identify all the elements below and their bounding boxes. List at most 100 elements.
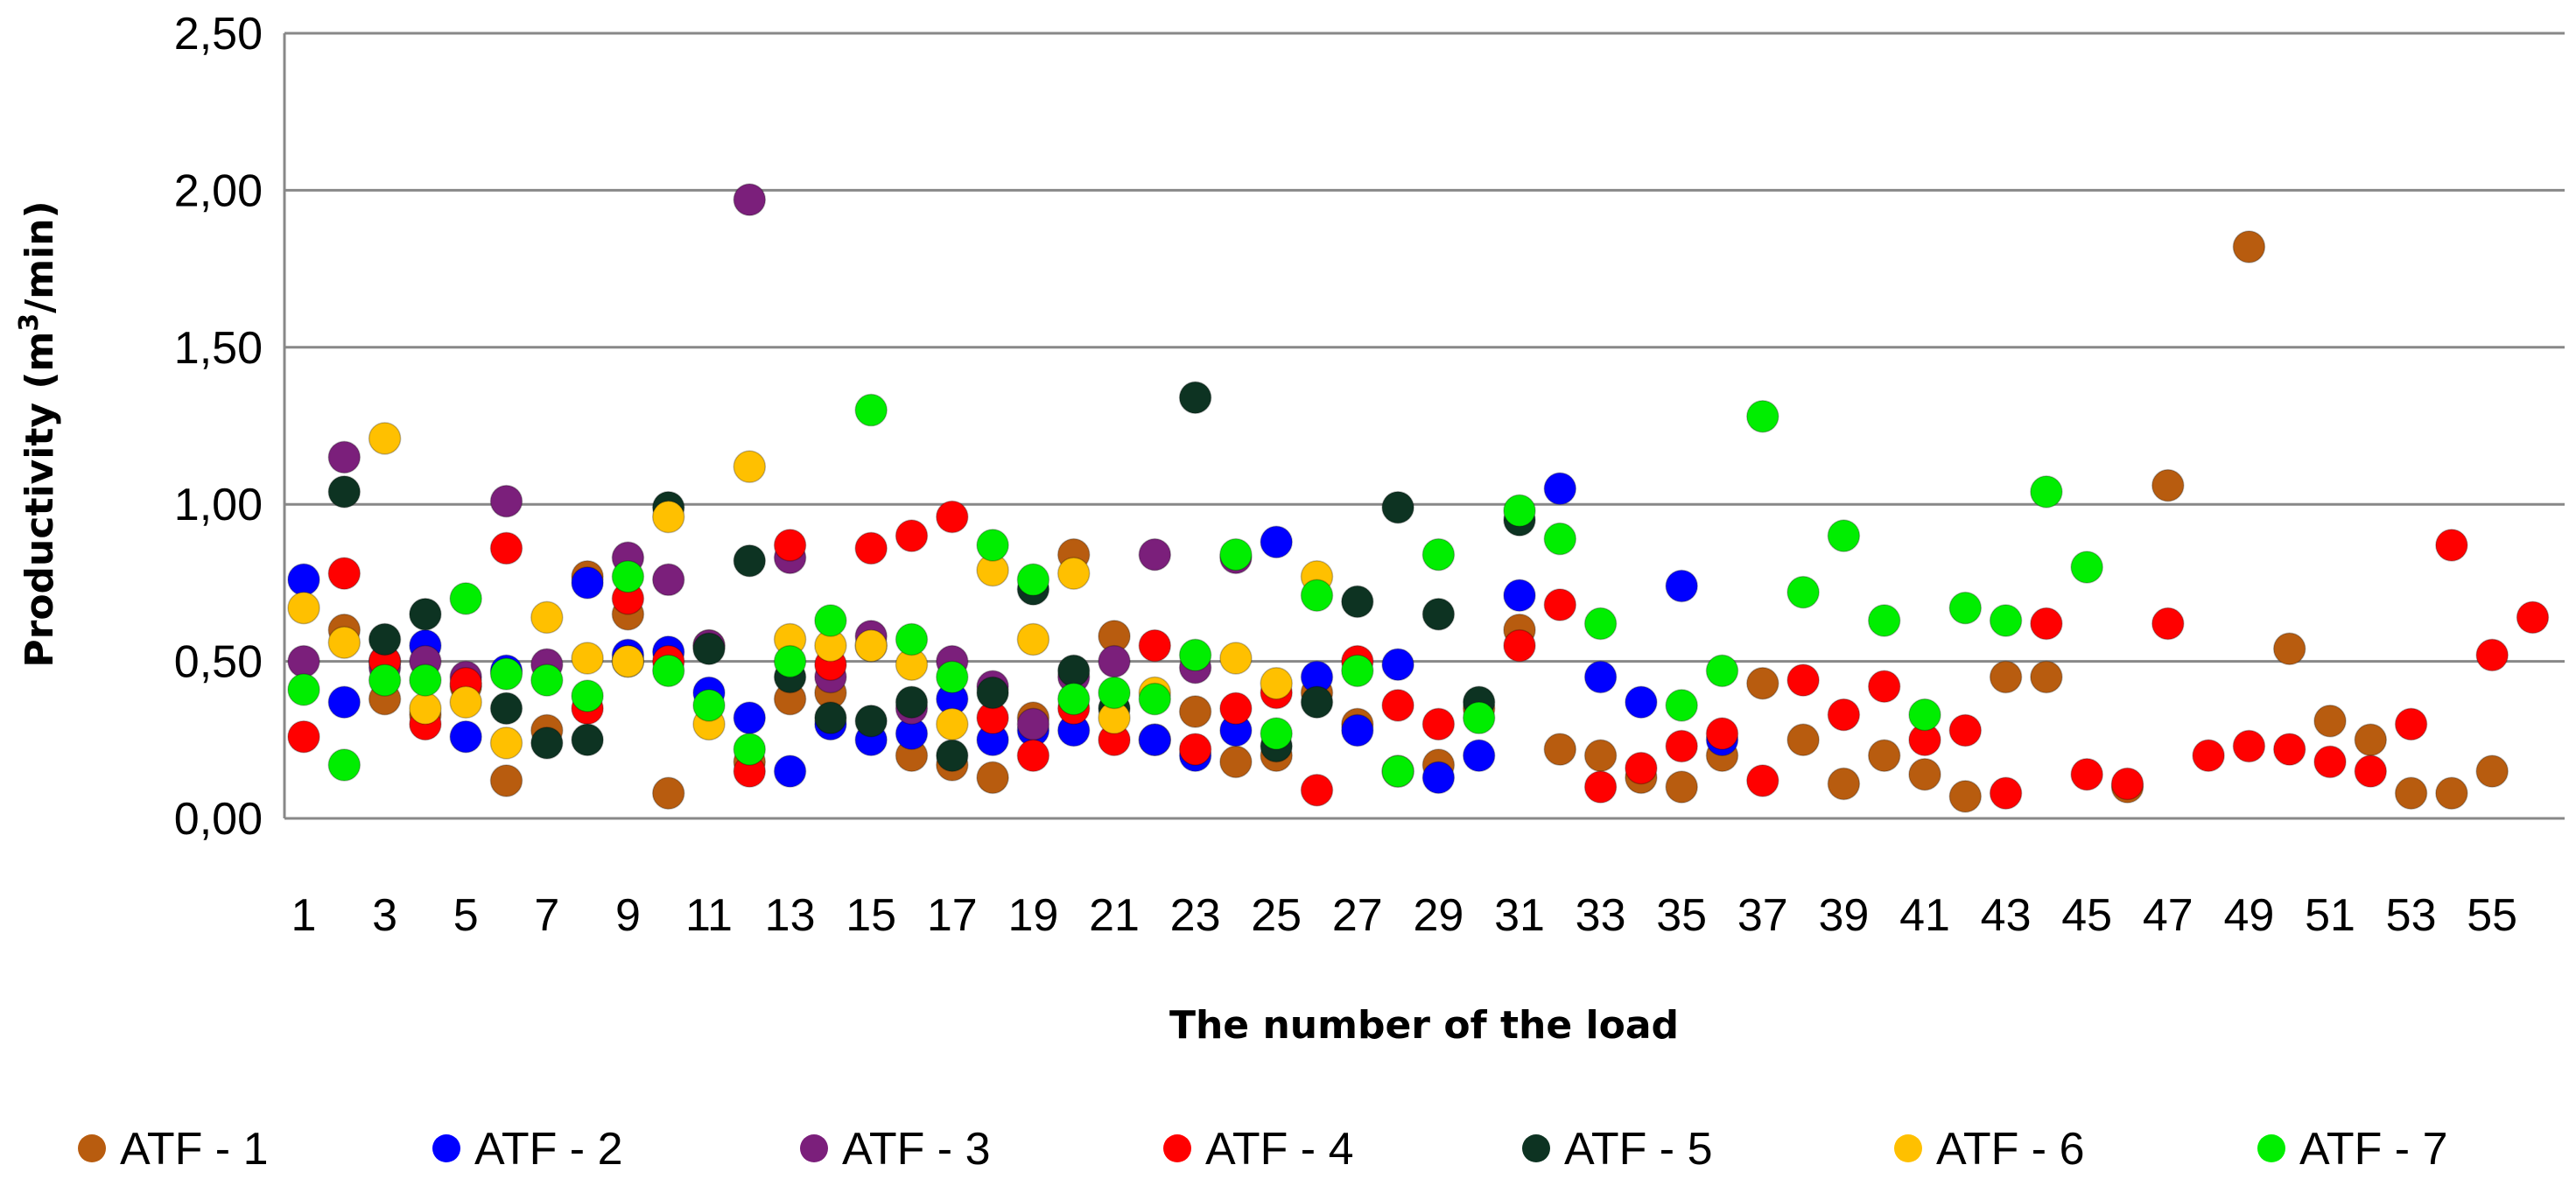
data-point	[571, 679, 604, 712]
legend-marker	[2257, 1134, 2285, 1162]
data-point	[611, 559, 645, 593]
data-point	[1827, 698, 1861, 732]
y-tick-label: 0,50	[174, 637, 263, 688]
data-point	[1178, 733, 1212, 766]
legend: ATF - 1 ATF - 2 ATF - 3 ATF - 4 ATF - 5 ATF -…	[78, 1124, 2447, 1175]
data-point	[1260, 666, 1293, 700]
legend-label: ATF - 7	[2299, 1124, 2447, 1175]
data-point	[733, 183, 767, 216]
data-point	[1908, 758, 1941, 791]
data-point	[1948, 780, 1983, 813]
data-point	[814, 604, 847, 637]
data-point	[1016, 739, 1050, 772]
legend-label: ATF - 3	[842, 1124, 990, 1175]
data-point	[489, 531, 523, 565]
data-point	[814, 701, 847, 734]
y-axis-title-main: Productivity (m	[18, 332, 62, 668]
x-tick-label: 51	[2305, 890, 2355, 941]
legend-marker	[1522, 1134, 1550, 1162]
data-point	[2030, 607, 2063, 641]
data-point	[449, 719, 482, 754]
y-axis-title-unit: /min)	[18, 200, 62, 312]
data-point	[1421, 707, 1456, 741]
data-point	[1056, 682, 1091, 716]
data-point	[1421, 761, 1456, 795]
data-point	[1016, 707, 1050, 741]
data-point	[2313, 745, 2347, 779]
data-point	[1746, 399, 1779, 433]
data-point	[733, 701, 767, 734]
data-point	[1827, 519, 1861, 552]
data-point	[1625, 685, 1658, 719]
data-point	[530, 663, 564, 697]
legend-item: ATF - 1	[78, 1124, 268, 1175]
y-tick-label: 1,50	[174, 323, 263, 374]
x-tick-label: 3	[372, 890, 397, 941]
y-tick-label: 1,00	[174, 480, 263, 530]
x-tick-label: 17	[927, 890, 978, 941]
data-point	[1178, 381, 1212, 414]
data-point	[2394, 776, 2428, 811]
data-point	[1583, 607, 1618, 641]
data-point	[692, 689, 726, 722]
data-point	[2232, 729, 2266, 763]
data-point	[895, 519, 929, 552]
data-point	[895, 622, 929, 656]
data-point	[976, 761, 1009, 795]
data-point	[1705, 717, 1739, 750]
data-point	[1462, 739, 1496, 772]
data-point	[692, 632, 726, 665]
data-point	[1543, 522, 1577, 556]
data-point	[409, 598, 442, 631]
data-point	[651, 654, 685, 688]
data-point	[1583, 660, 1618, 694]
series-6	[287, 422, 1334, 760]
data-point	[1867, 604, 1901, 637]
data-point	[1219, 642, 1253, 675]
x-tick-label: 13	[765, 890, 816, 941]
data-point	[1260, 525, 1293, 559]
x-tick-label: 11	[685, 890, 733, 941]
x-tick-label: 29	[1413, 890, 1463, 941]
data-point	[1543, 733, 1577, 766]
legend-item: ATF - 6	[1894, 1124, 2084, 1175]
data-point	[1705, 654, 1739, 688]
data-point	[327, 626, 361, 659]
legend-item: ATF - 4	[1163, 1124, 1353, 1175]
data-point	[1989, 776, 2023, 811]
data-point	[611, 644, 645, 678]
data-point	[1989, 604, 2023, 637]
data-point	[287, 719, 320, 754]
x-tick-label: 43	[1981, 890, 2032, 941]
data-point	[773, 754, 807, 788]
data-point	[2151, 468, 2185, 502]
data-point	[2030, 475, 2063, 509]
data-point	[1746, 764, 1779, 797]
data-point	[2354, 723, 2388, 757]
x-tick-label: 9	[615, 890, 641, 941]
x-tick-label: 1	[291, 890, 317, 941]
data-point	[976, 529, 1009, 562]
data-point	[1381, 648, 1414, 681]
data-point	[1421, 598, 1456, 631]
data-point	[2272, 632, 2306, 665]
data-point	[2070, 551, 2103, 584]
legend-label: ATF - 1	[120, 1124, 268, 1175]
data-point	[1948, 713, 1983, 747]
data-point	[1300, 773, 1334, 807]
data-point	[1300, 579, 1334, 613]
x-tick-label: 25	[1251, 890, 1302, 941]
data-point	[1341, 713, 1374, 747]
data-point	[2516, 600, 2550, 635]
data-point	[2435, 529, 2468, 562]
data-point	[1867, 739, 1901, 772]
data-point	[1098, 676, 1131, 710]
data-point	[1867, 670, 1901, 704]
data-point	[1543, 472, 1577, 506]
legend-label: ATF - 6	[1936, 1124, 2084, 1175]
x-tick-label: 55	[2467, 890, 2517, 941]
data-point	[2313, 705, 2347, 738]
data-point	[1016, 622, 1050, 656]
data-point	[1056, 557, 1091, 590]
data-point	[651, 563, 685, 597]
